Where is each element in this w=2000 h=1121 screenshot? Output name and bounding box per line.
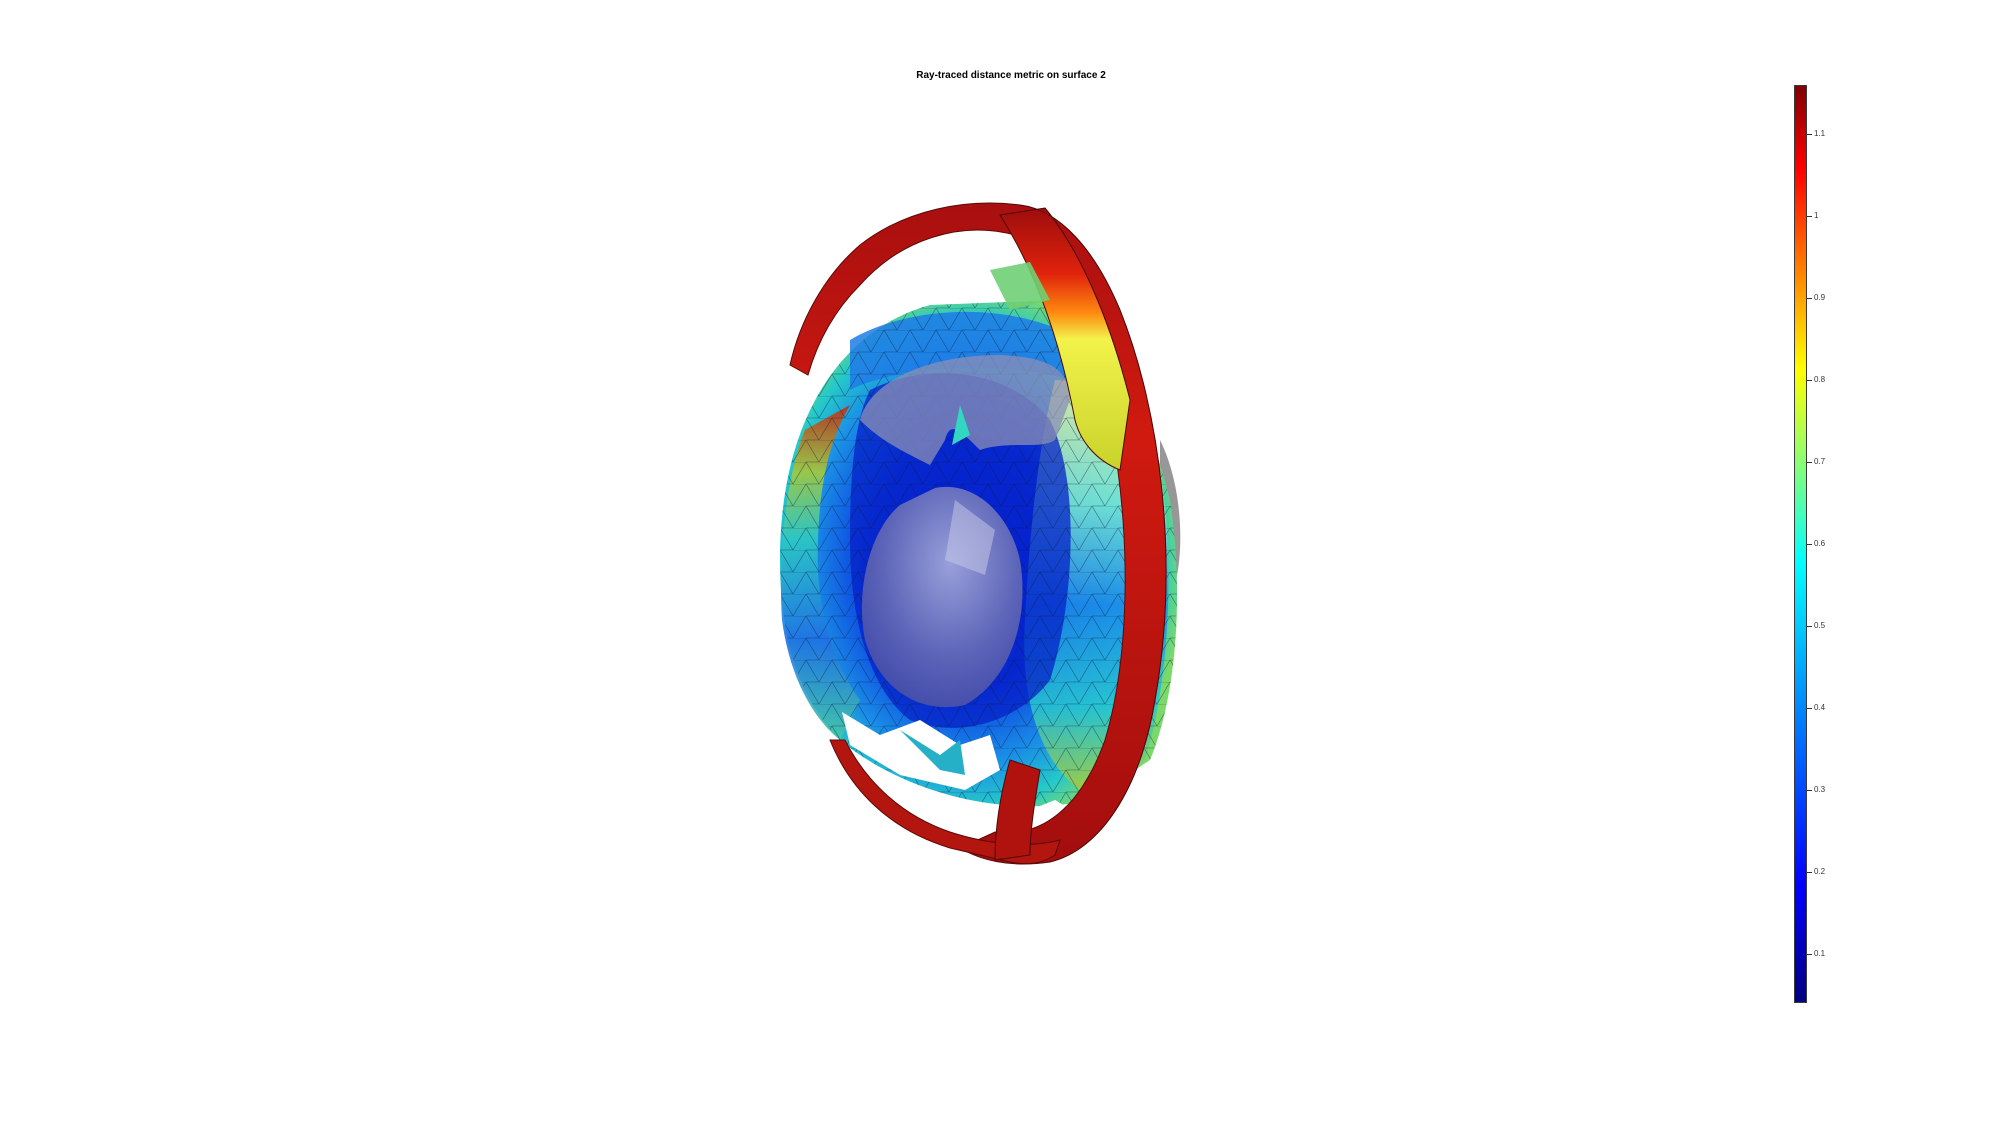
crossing-band-lower (994, 759, 1041, 861)
colorbar-tick (1807, 625, 1812, 627)
colorbar-tick-label: 0.7 (1814, 457, 1826, 467)
colorbar-tick-label: 0.6 (1814, 539, 1826, 548)
colorbar-tick-label: 0.3 (1814, 784, 1826, 794)
figure-title: Ray-traced distance metric on surface 2 (916, 70, 1106, 81)
red-ring-lower (829, 739, 1061, 865)
colorbar-tick (1807, 707, 1812, 709)
colorbar-tick-label: 1.1 (1814, 129, 1826, 139)
colorbar-tick-label: 0.9 (1814, 293, 1826, 303)
colorbar-tick (1807, 298, 1812, 300)
colorbar-tick-label: 1 (1814, 211, 1819, 221)
colorbar-tick (1807, 871, 1812, 873)
colorbar-tick (1807, 380, 1812, 382)
colorbar-tick (1807, 789, 1812, 791)
colorbar-tick-label: 0.2 (1814, 866, 1826, 876)
colorbar-tick (1807, 953, 1812, 955)
inner-upper-shell (860, 355, 1070, 465)
colorbar-tick (1807, 134, 1812, 136)
colorbar-tick-label: 0.8 (1814, 375, 1826, 385)
colorbar-tick-label: 0.5 (1814, 620, 1826, 630)
colorbar-gradient (1794, 85, 1807, 1003)
colorbar-tick-label: 0.4 (1814, 702, 1826, 712)
colorbar-tick (1807, 544, 1812, 545)
colorbar-tick (1807, 462, 1812, 464)
colorbar-tick-label: 0.1 (1814, 948, 1826, 958)
colorbar-tick (1807, 216, 1812, 218)
colorbar: 1.1 1 0.9 0.8 0.7 0.6 0.5 0.4 0.3 0.2 0.1 (1794, 85, 1854, 1003)
